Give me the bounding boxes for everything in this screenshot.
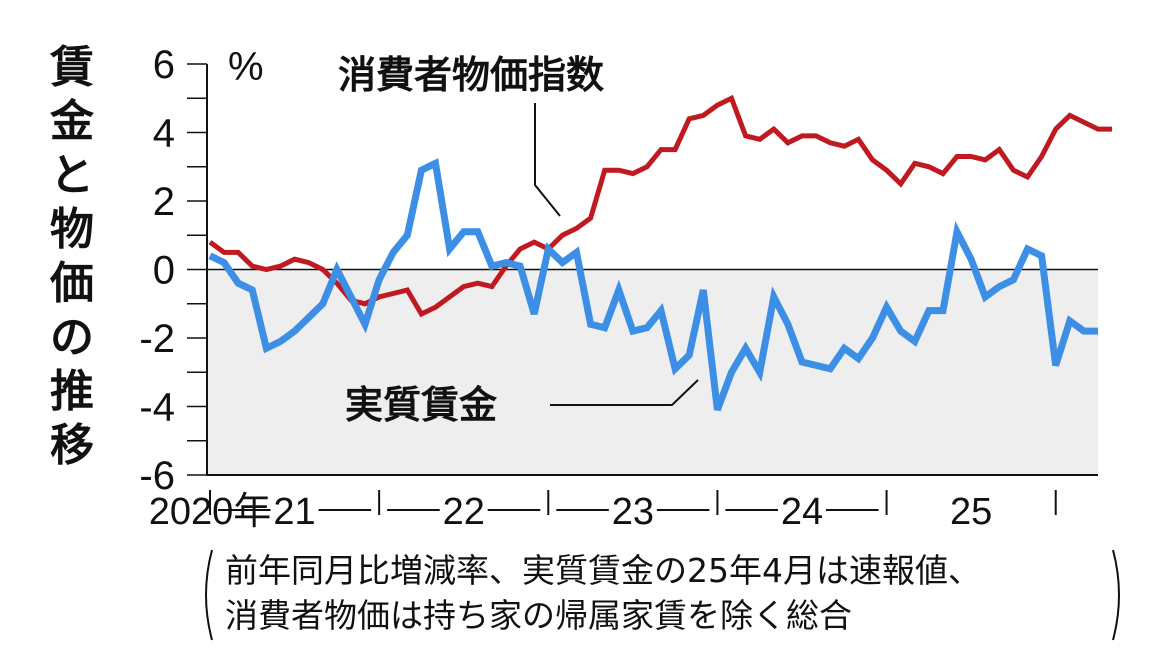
- y-tick-label: -4: [139, 386, 175, 430]
- x-tick-label: 23: [612, 491, 654, 533]
- negative-region-shade: [207, 269, 1098, 475]
- y-axis-title-char: 賃: [49, 42, 94, 93]
- y-tick-label: -2: [139, 317, 175, 361]
- x-tick-label: 24: [781, 491, 823, 533]
- y-axis-title-char: 金: [49, 96, 95, 147]
- y-axis-title-char: 移: [50, 420, 94, 471]
- y-tick-label: 2: [153, 180, 175, 224]
- footnote-paren-left: [205, 549, 213, 641]
- y-axis-title-char: 推: [50, 366, 94, 417]
- cpi-annotation-leader: [534, 103, 561, 217]
- y-axis-title-char: の: [50, 312, 94, 363]
- real-wage-series-line: [208, 158, 1098, 412]
- y-tick-label: 4: [153, 112, 175, 156]
- cpi-series-line: [208, 94, 1113, 318]
- x-tick-label: 25: [950, 491, 992, 533]
- footnote-paren-right: [1112, 549, 1120, 641]
- cpi-annotation: 消費者物価指数: [338, 53, 604, 97]
- y-tick-label: 0: [153, 249, 175, 293]
- y-axis-unit: %: [228, 45, 264, 89]
- y-axis-title-char: 価: [49, 258, 94, 309]
- y-tick-label: -6: [139, 454, 175, 498]
- y-tick-labels: 6 4 2 0 -2 -4 -6: [139, 43, 175, 498]
- y-axis-title-char: と: [50, 150, 94, 201]
- real-wage-annotation: 実質賃金: [345, 383, 498, 427]
- footnote-line-1: 前年同月比増減率、実質賃金の25年4月は速報値、: [225, 551, 981, 590]
- x-axis-labels: 2020年 21 22 23 24 25: [149, 490, 1057, 533]
- x-tick-label: 21: [273, 491, 315, 533]
- y-axis-title-char: 物: [50, 204, 94, 255]
- footnote-line-2: 消費者物価は持ち家の帰属家賃を除く総合: [225, 596, 852, 635]
- footnote: 前年同月比増減率、実質賃金の25年4月は速報値、 消費者物価は持ち家の帰属家賃を…: [205, 549, 1120, 641]
- real-wage-annotation-leader: [550, 379, 699, 406]
- axes: [187, 63, 1098, 476]
- y-axis-title: 賃金と物価の推移: [49, 42, 95, 471]
- series-lines: [208, 94, 1113, 412]
- x-tick-label: 2020年: [149, 491, 272, 533]
- x-tick-label: 22: [443, 491, 485, 533]
- y-tick-label: 6: [153, 43, 175, 87]
- y-axis-title-text: 賃金と物価の推移: [49, 42, 95, 471]
